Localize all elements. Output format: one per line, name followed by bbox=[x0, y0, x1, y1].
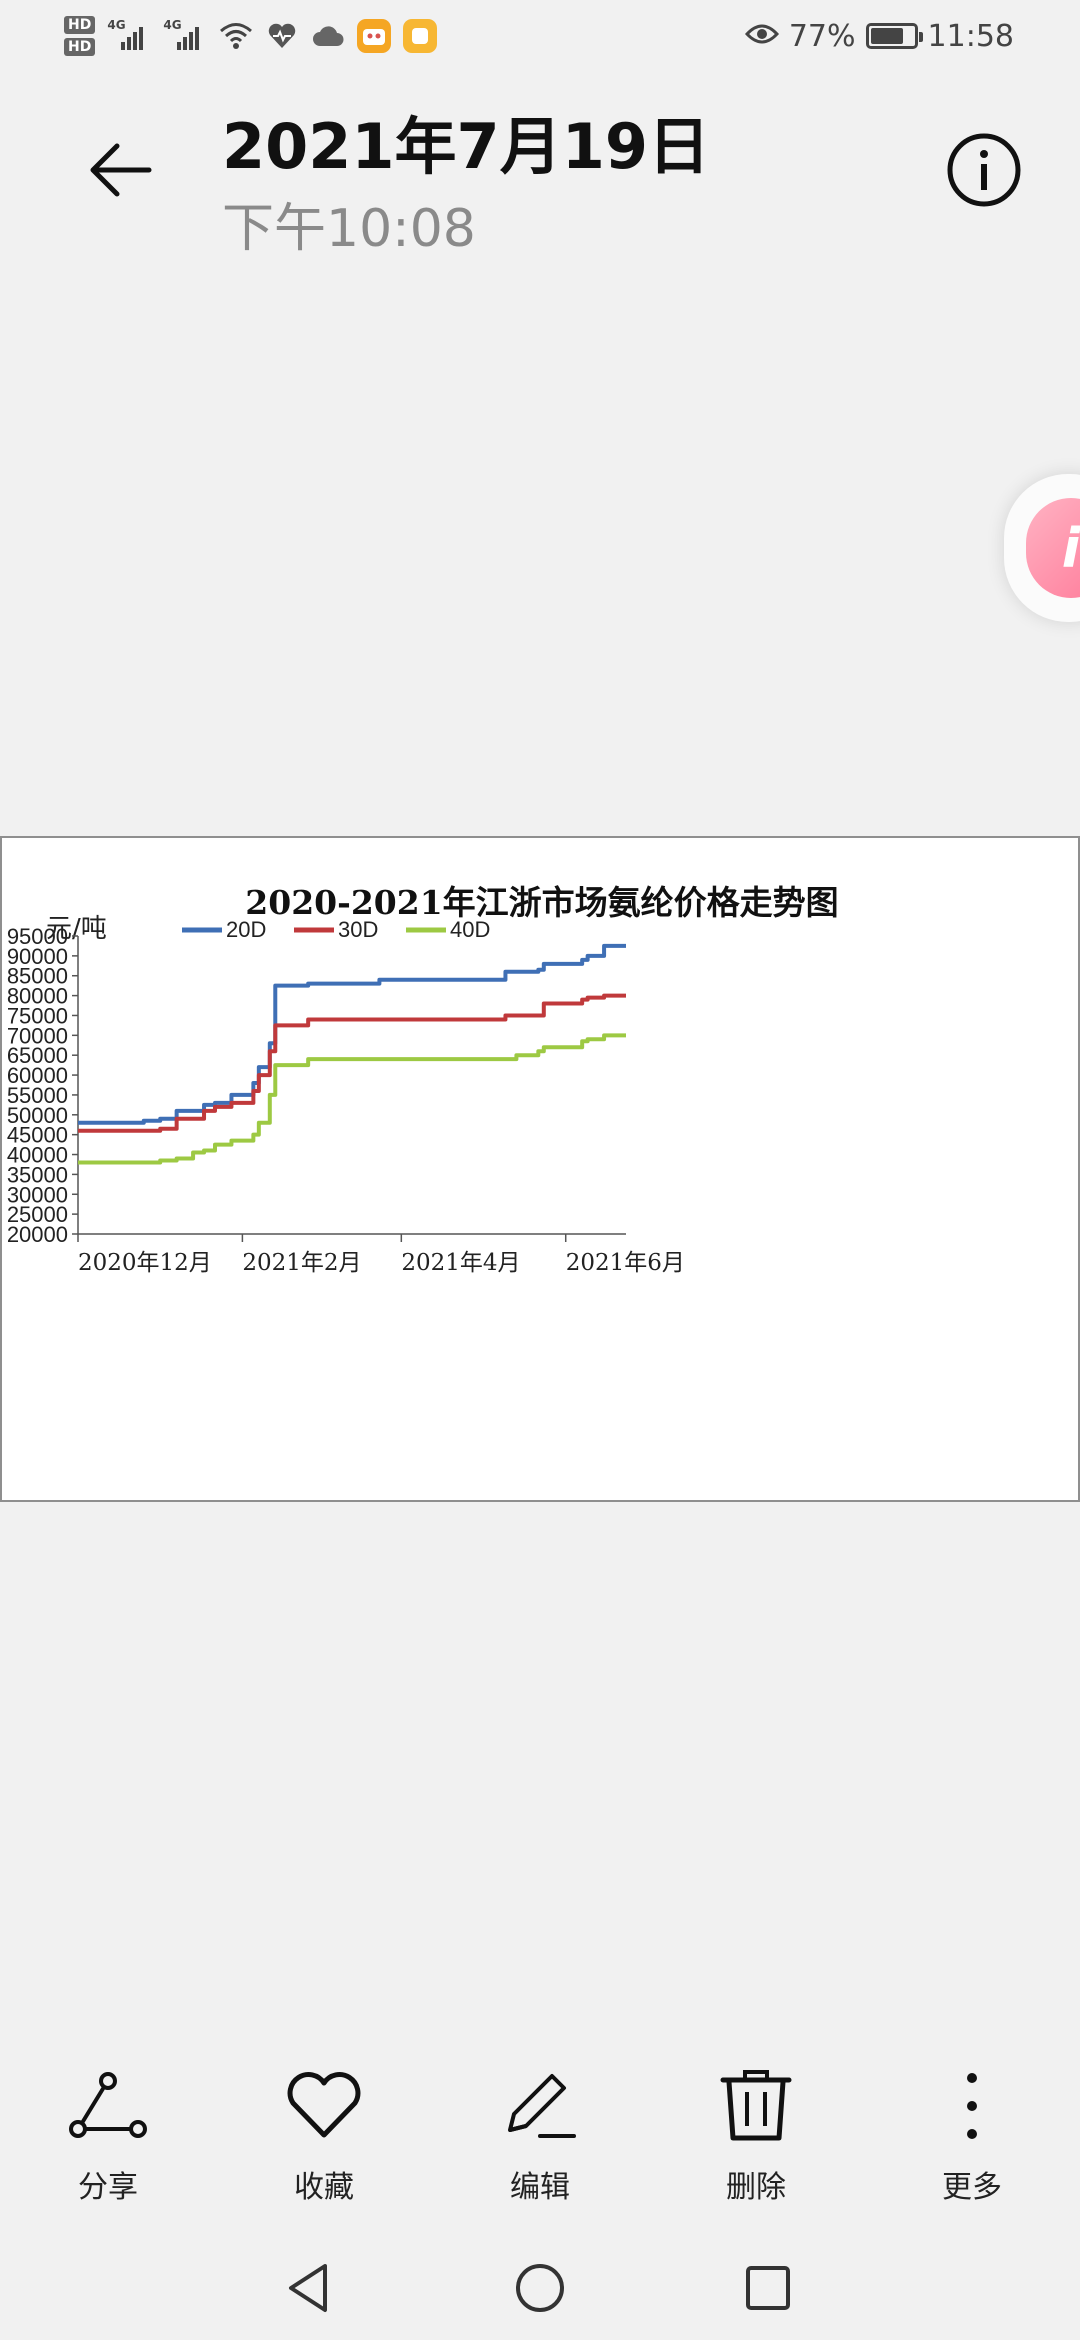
y-tick-label: 85000 bbox=[7, 964, 68, 989]
wifi-icon bbox=[219, 19, 253, 53]
nav-home-circle-icon bbox=[516, 2264, 564, 2312]
details-button[interactable] bbox=[944, 130, 1024, 210]
nav-recents-square-icon bbox=[746, 2266, 790, 2310]
y-tick-label: 90000 bbox=[7, 944, 68, 969]
battery-icon bbox=[865, 23, 923, 49]
status-left-icons: HD HD 4G 4G bbox=[64, 10, 438, 62]
y-tick-label: 20000 bbox=[7, 1222, 68, 1247]
more-button[interactable]: 更多 bbox=[892, 2050, 1052, 2210]
health-heart-icon bbox=[265, 19, 299, 53]
info-icon bbox=[947, 133, 1021, 207]
delete-button[interactable]: 删除 bbox=[676, 2050, 836, 2210]
more-vertical-icon bbox=[932, 2066, 1012, 2146]
y-tick-label: 60000 bbox=[7, 1063, 68, 1088]
pencil-icon bbox=[500, 2066, 580, 2146]
trash-icon bbox=[716, 2066, 796, 2146]
favorite-button[interactable]: 收藏 bbox=[244, 2050, 404, 2210]
bottom-toolbar: 分享 收藏 编辑 删除 更多 bbox=[0, 2050, 1080, 2210]
series-line-20D bbox=[78, 943, 626, 1125]
cloud-icon bbox=[311, 19, 345, 53]
photo-date-title: 2021年7月19日 bbox=[222, 110, 710, 183]
floating-assistant-icon: i bbox=[1026, 498, 1080, 598]
nav-back-button[interactable] bbox=[268, 2250, 348, 2326]
edit-label: 编辑 bbox=[510, 2170, 570, 2205]
favorite-label: 收藏 bbox=[294, 2170, 354, 2205]
y-tick-label: 95000 bbox=[7, 924, 68, 949]
y-tick-label: 50000 bbox=[7, 1103, 68, 1128]
signal-sim1-icon: 4G bbox=[107, 18, 151, 54]
y-tick-label: 75000 bbox=[7, 1003, 68, 1028]
edit-button[interactable]: 编辑 bbox=[460, 2050, 620, 2210]
app-notification-icon bbox=[357, 19, 392, 53]
hd-indicator-1: HD bbox=[64, 16, 96, 34]
x-tick-label: 2021年4月 bbox=[401, 1250, 520, 1276]
x-tick-label: 2020年12月 bbox=[78, 1250, 212, 1276]
y-tick-label: 55000 bbox=[7, 1083, 68, 1108]
signal-sim2-icon: 4G bbox=[163, 18, 207, 54]
nav-recents-button[interactable] bbox=[728, 2250, 808, 2326]
photo-time-subtitle: 下午10:08 bbox=[222, 199, 476, 259]
heart-icon bbox=[284, 2066, 364, 2146]
status-bar: HD HD 4G 4G bbox=[0, 0, 1080, 72]
sim2-network-type: 4G bbox=[163, 18, 182, 32]
nav-back-triangle-icon bbox=[289, 2264, 327, 2312]
legend-label-20D: 20D bbox=[226, 917, 266, 942]
y-tick-label: 25000 bbox=[7, 1202, 68, 1227]
status-right: 77% 11:58 bbox=[744, 14, 1014, 58]
series-line-40D bbox=[78, 1033, 626, 1165]
legend-label-30D: 30D bbox=[338, 917, 378, 942]
share-button[interactable]: 分享 bbox=[28, 2050, 188, 2210]
back-arrow-icon bbox=[90, 143, 152, 197]
y-tick-label: 30000 bbox=[7, 1182, 68, 1207]
hd-indicator-2: HD bbox=[64, 38, 96, 56]
more-label: 更多 bbox=[942, 2170, 1002, 2205]
x-tick-label: 2021年2月 bbox=[242, 1250, 361, 1276]
line-chart: 2000025000300003500040000450005000055000… bbox=[7, 917, 685, 1276]
delete-label: 删除 bbox=[726, 2170, 786, 2205]
legend-label-40D: 40D bbox=[450, 917, 490, 942]
floating-assistant-button[interactable]: i bbox=[1004, 474, 1080, 622]
app-notification-2-icon bbox=[403, 19, 438, 53]
chart-y-unit-label: 元/吨 bbox=[46, 914, 107, 944]
share-icon bbox=[68, 2066, 148, 2146]
y-tick-label: 65000 bbox=[7, 1043, 68, 1068]
clock: 11:58 bbox=[927, 18, 1014, 54]
y-tick-label: 35000 bbox=[7, 1162, 68, 1187]
series-line-30D bbox=[78, 993, 626, 1133]
nav-home-button[interactable] bbox=[500, 2250, 580, 2326]
chart-title: 2020-2021年江浙市场氨纶价格走势图 bbox=[245, 883, 839, 922]
y-tick-label: 40000 bbox=[7, 1143, 68, 1168]
hd-voice-indicators: HD HD bbox=[64, 16, 96, 56]
system-navigation-bar bbox=[0, 2234, 1080, 2340]
share-label: 分享 bbox=[78, 2170, 138, 2205]
x-tick-label: 2021年6月 bbox=[566, 1250, 685, 1276]
y-tick-label: 70000 bbox=[7, 1023, 68, 1048]
battery-percent: 77% bbox=[788, 18, 856, 54]
eye-comfort-icon bbox=[744, 19, 779, 54]
y-tick-label: 45000 bbox=[7, 1123, 68, 1148]
y-tick-label: 80000 bbox=[7, 984, 68, 1009]
photo-content[interactable]: 2020-2021年江浙市场氨纶价格走势图 元/吨 20000 25000 3000… bbox=[0, 836, 1080, 1502]
back-button[interactable] bbox=[80, 130, 160, 210]
sim1-network-type: 4G bbox=[107, 18, 126, 32]
